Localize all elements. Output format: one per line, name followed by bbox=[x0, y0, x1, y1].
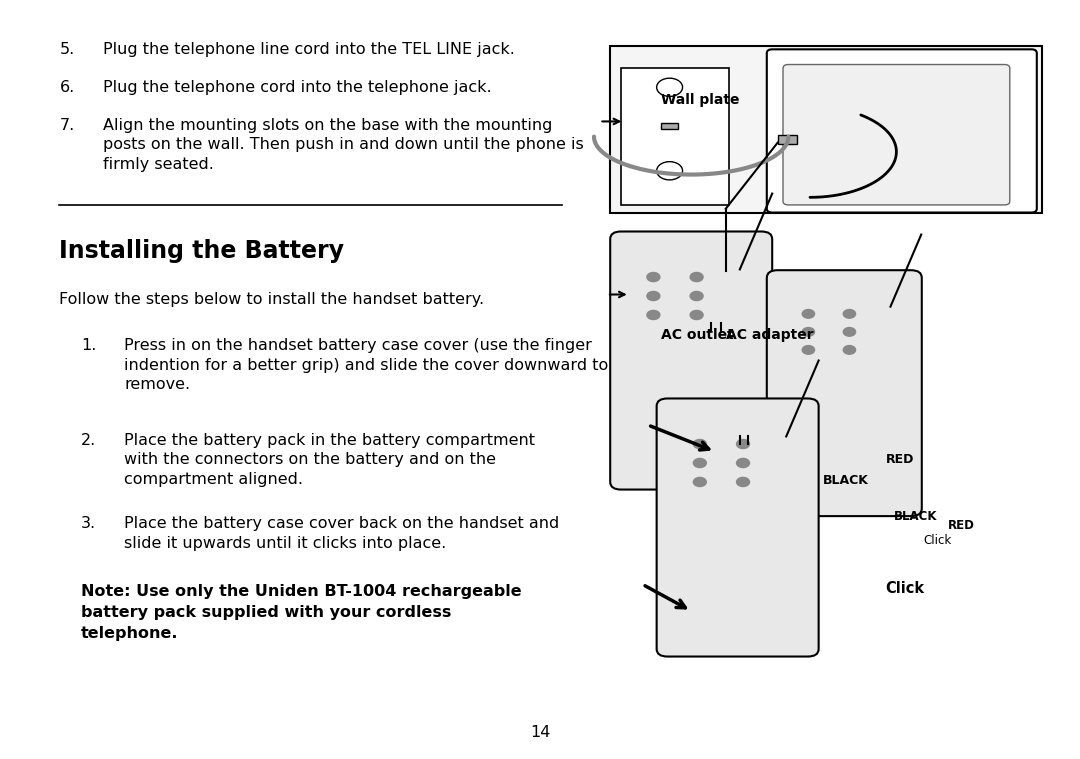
Text: Installing the Battery: Installing the Battery bbox=[59, 239, 345, 263]
Text: RED: RED bbox=[886, 453, 914, 466]
Text: 6.: 6. bbox=[59, 80, 75, 95]
Text: Click: Click bbox=[923, 534, 951, 547]
Circle shape bbox=[802, 345, 814, 354]
Text: 1.: 1. bbox=[81, 338, 96, 353]
Text: AC adapter: AC adapter bbox=[726, 328, 813, 342]
Text: 7.: 7. bbox=[59, 118, 75, 133]
Text: RED: RED bbox=[948, 519, 975, 532]
Circle shape bbox=[843, 310, 855, 318]
FancyBboxPatch shape bbox=[650, 286, 657, 300]
FancyBboxPatch shape bbox=[692, 268, 760, 323]
FancyBboxPatch shape bbox=[623, 263, 689, 325]
FancyBboxPatch shape bbox=[729, 406, 832, 486]
Circle shape bbox=[737, 439, 750, 449]
Text: Plug the telephone cord into the telephone jack.: Plug the telephone cord into the telepho… bbox=[103, 80, 491, 95]
Circle shape bbox=[737, 458, 750, 468]
Circle shape bbox=[690, 291, 703, 301]
Circle shape bbox=[802, 310, 814, 318]
FancyBboxPatch shape bbox=[621, 68, 729, 205]
Circle shape bbox=[647, 272, 660, 282]
Text: BLACK: BLACK bbox=[894, 510, 937, 523]
Text: Plug the telephone line cord into the TEL LINE jack.: Plug the telephone line cord into the TE… bbox=[103, 42, 514, 57]
Circle shape bbox=[802, 328, 814, 336]
Text: 5.: 5. bbox=[59, 42, 75, 57]
Circle shape bbox=[647, 310, 660, 320]
Circle shape bbox=[690, 272, 703, 282]
FancyBboxPatch shape bbox=[610, 46, 1042, 213]
FancyBboxPatch shape bbox=[767, 49, 1037, 213]
Text: BLACK: BLACK bbox=[823, 474, 868, 487]
Text: Follow the steps below to install the handset battery.: Follow the steps below to install the ha… bbox=[59, 292, 485, 307]
Text: Place the battery case cover back on the handset and
slide it upwards until it c: Place the battery case cover back on the… bbox=[124, 516, 559, 551]
FancyBboxPatch shape bbox=[783, 65, 1010, 205]
FancyBboxPatch shape bbox=[778, 135, 797, 144]
FancyBboxPatch shape bbox=[767, 270, 922, 516]
Circle shape bbox=[693, 439, 706, 449]
Circle shape bbox=[843, 345, 855, 354]
FancyBboxPatch shape bbox=[657, 398, 819, 657]
FancyBboxPatch shape bbox=[661, 123, 678, 129]
Circle shape bbox=[647, 291, 660, 301]
Text: 3.: 3. bbox=[81, 516, 96, 531]
FancyBboxPatch shape bbox=[638, 286, 645, 300]
Text: Align the mounting slots on the base with the mounting
posts on the wall. Then p: Align the mounting slots on the base wit… bbox=[103, 118, 583, 172]
Circle shape bbox=[693, 477, 706, 487]
Text: 14: 14 bbox=[530, 725, 550, 740]
Circle shape bbox=[843, 328, 855, 336]
Circle shape bbox=[693, 458, 706, 468]
Text: Press in on the handset battery case cover (use the finger
indention for a bette: Press in on the handset battery case cov… bbox=[124, 338, 608, 392]
Text: 2.: 2. bbox=[81, 433, 96, 448]
Text: Click: Click bbox=[886, 581, 924, 596]
Text: AC outlet: AC outlet bbox=[661, 328, 733, 342]
Text: Note: Use only the Uniden BT-1004 rechargeable
battery pack supplied with your c: Note: Use only the Uniden BT-1004 rechar… bbox=[81, 584, 522, 641]
Circle shape bbox=[690, 310, 703, 320]
Text: Wall plate: Wall plate bbox=[661, 93, 740, 106]
Text: Place the battery pack in the battery compartment
with the connectors on the bat: Place the battery pack in the battery co… bbox=[124, 433, 536, 487]
Circle shape bbox=[737, 477, 750, 487]
FancyBboxPatch shape bbox=[610, 231, 772, 490]
